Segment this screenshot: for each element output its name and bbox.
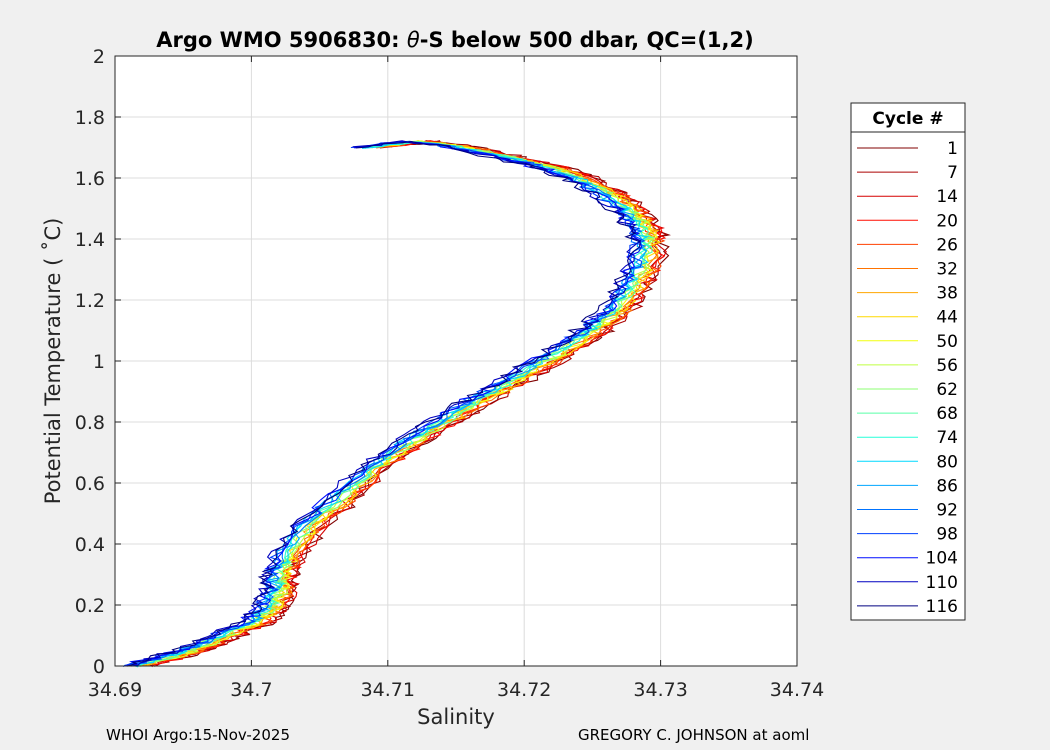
y-tick-label: 0 [93,656,105,678]
y-tick-label: 0.8 [75,412,105,434]
legend-label: 14 [936,187,958,207]
legend-label: 20 [936,211,958,231]
legend-label: 110 [926,573,958,593]
legend-label: 7 [947,163,958,183]
legend-label: 38 [936,284,958,304]
x-tick-label: 34.73 [633,679,687,701]
profile-line-cycle-80 [130,141,650,668]
legend-label: 26 [936,235,958,255]
footer-left: WHOI Argo:15-Nov-2025 [106,726,290,744]
y-tick-label: 1.8 [75,107,105,129]
legend-label: 74 [936,428,958,448]
y-tick-label: 1.4 [75,229,105,251]
y-tick-label: 1 [93,351,105,373]
legend-items: 1 7 14 20 26 32 38 44 50 56 62 68 74 80 86 92 98 104 110 11… [857,139,958,617]
legend-label: 32 [936,260,958,280]
legend-label: 80 [936,452,958,472]
legend-label: 116 [926,597,958,617]
profile-line-cycle-32 [139,141,660,666]
profile-lines [122,140,671,668]
profile-line-cycle-104 [124,141,643,667]
profile-line-cycle-110 [131,140,642,667]
x-tick-label: 34.74 [770,679,824,701]
y-tick-label: 0.6 [75,473,105,495]
grid [115,56,797,666]
footer-right: GREGORY C. JOHNSON at aoml [578,726,809,744]
legend-label: 98 [936,525,958,545]
x-tick-label: 34.69 [88,679,142,701]
legend-label: 1 [947,139,958,159]
legend-label: 92 [936,501,958,521]
profile-line-cycle-116 [126,141,641,667]
legend-label: 86 [936,476,958,496]
legend-label: 104 [926,549,958,569]
y-tick-label: 0.4 [75,534,105,556]
y-tick-label: 2 [93,46,105,68]
legend-label: 68 [936,404,958,424]
legend: Cycle # 1 7 14 20 26 32 38 44 50 56 62 68 74 80 86 92 98… [850,102,966,621]
x-tick-label: 34.72 [497,679,551,701]
x-axis-label: Salinity [417,705,495,729]
y-tick-labels: 0 0.2 0.4 0.6 0.8 1 1.2 1.4 1.6 1.8 2 [75,46,105,678]
y-tick-label: 0.2 [75,595,105,617]
profile-line-cycle-1 [154,140,671,667]
x-tick-label: 34.7 [230,679,272,701]
plot-area: 34.69 34.7 34.71 34.72 34.73 34.74 0 0.2 0.4 0.6… [75,46,824,701]
legend-label: 44 [936,308,958,328]
x-tick-label: 34.71 [361,679,415,701]
chart-title: Argo WMO 5906830: θ-S below 500 dbar, QC… [156,28,753,52]
tick-marks [114,55,798,667]
x-tick-labels: 34.69 34.7 34.71 34.72 34.73 34.74 [88,679,824,701]
y-tick-label: 1.2 [75,290,105,312]
legend-label: 56 [936,356,958,376]
y-axis-label: Potential Temperature ( ˚C) [41,218,65,505]
legend-label: 62 [936,380,958,400]
legend-title: Cycle # [872,109,943,129]
legend-label: 50 [936,332,958,352]
y-tick-label: 1.6 [75,168,105,190]
